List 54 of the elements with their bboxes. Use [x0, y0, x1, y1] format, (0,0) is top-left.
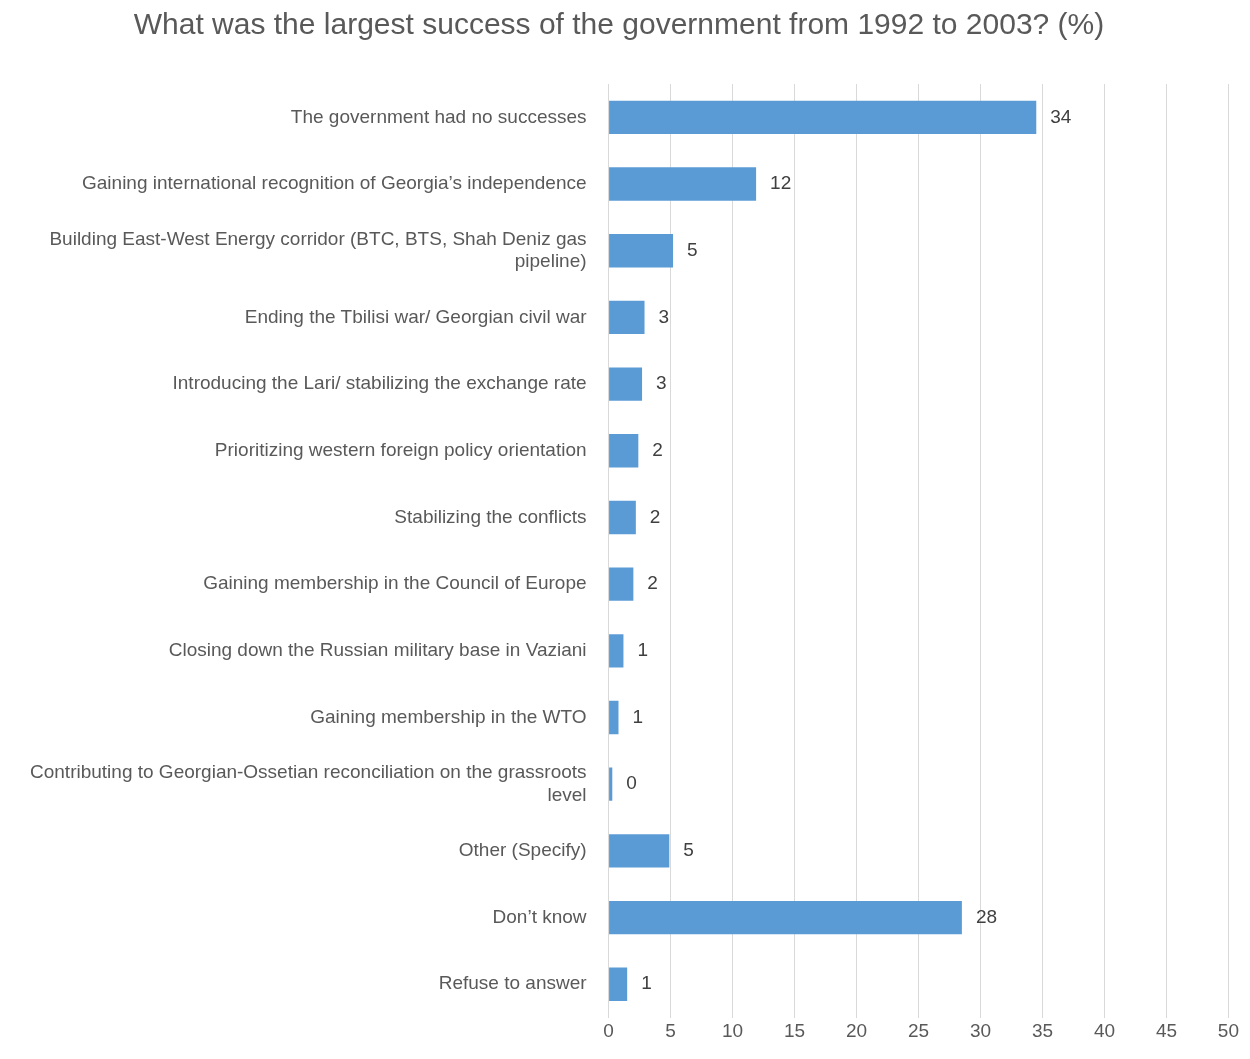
y-tick-label: Stabilizing the conflicts — [394, 505, 587, 527]
x-tick-label: 25 — [907, 1020, 930, 1042]
y-tick-label: Ending the Tbilisi war/ Georgian civil war — [244, 305, 588, 327]
data-label: 5 — [683, 839, 694, 861]
y-tick-label: The government had no successes — [290, 105, 587, 127]
y-tick-label: Contributing to Georgian-Ossetian reconciliation on the grassroots level — [30, 761, 587, 805]
bar — [609, 234, 674, 268]
x-tick-label: 35 — [1031, 1020, 1054, 1042]
y-tick-label: Prioritizing western foreign policy orientation — [214, 439, 587, 461]
y-tick-label: Don’t know — [492, 905, 587, 927]
bar — [609, 367, 643, 401]
x-tick-label: 50 — [1217, 1020, 1239, 1042]
data-label: 1 — [637, 639, 649, 661]
data-label: 3 — [658, 305, 670, 327]
data-label: 2 — [652, 439, 663, 461]
y-tick-label: Refuse to answer — [438, 972, 588, 994]
data-label: 12 — [770, 172, 792, 194]
bar — [609, 567, 634, 601]
x-tick-label: 10 — [721, 1020, 744, 1042]
x-tick-label: 20 — [845, 1020, 868, 1042]
x-tick-label: 15 — [783, 1020, 806, 1042]
data-label: 1 — [632, 705, 644, 727]
bar — [609, 300, 645, 335]
chart-title: What was the largest success of the government from 1992 to 2003? (%) — [133, 7, 1105, 41]
data-label: 5 — [687, 238, 698, 260]
x-tick-label: 40 — [1093, 1020, 1116, 1042]
y-tick-label: Building East-West Energy corridor (BTC, BTS, Shah Deniz gas pipeline) — [49, 227, 587, 272]
data-label: 3 — [656, 372, 667, 394]
y-tick-label: Gaining international recognition of Georgia’s independence — [82, 172, 587, 194]
bar — [609, 834, 670, 868]
y-tick-label: Gaining membership in the Council of Europe — [203, 572, 587, 594]
bar — [609, 767, 613, 801]
bar — [609, 434, 639, 468]
data-label: 1 — [641, 972, 652, 994]
bar — [609, 167, 757, 201]
bar — [609, 634, 624, 668]
y-tick-label: Gaining membership in the WTO — [310, 705, 587, 727]
x-tick-label: 5 — [665, 1020, 676, 1042]
bar — [609, 900, 962, 935]
data-label: 2 — [649, 505, 661, 527]
bar — [609, 500, 636, 535]
x-tick-label: 0 — [603, 1020, 614, 1042]
x-tick-label: 45 — [1155, 1020, 1178, 1042]
bar — [609, 967, 628, 1001]
bar — [609, 100, 1037, 135]
bar — [609, 700, 619, 735]
y-tick-label: Introducing the Lari/ stabilizing the exchange rate — [172, 372, 587, 394]
data-label: 2 — [647, 572, 658, 594]
data-label: 34 — [1050, 105, 1072, 127]
y-tick-label: Other (Specify) — [458, 839, 587, 861]
data-label: 0 — [626, 772, 637, 794]
x-tick-label: 30 — [969, 1020, 992, 1042]
data-label: 28 — [975, 905, 998, 927]
y-tick-label: Closing down the Russian military base in Vaziani — [168, 639, 587, 661]
